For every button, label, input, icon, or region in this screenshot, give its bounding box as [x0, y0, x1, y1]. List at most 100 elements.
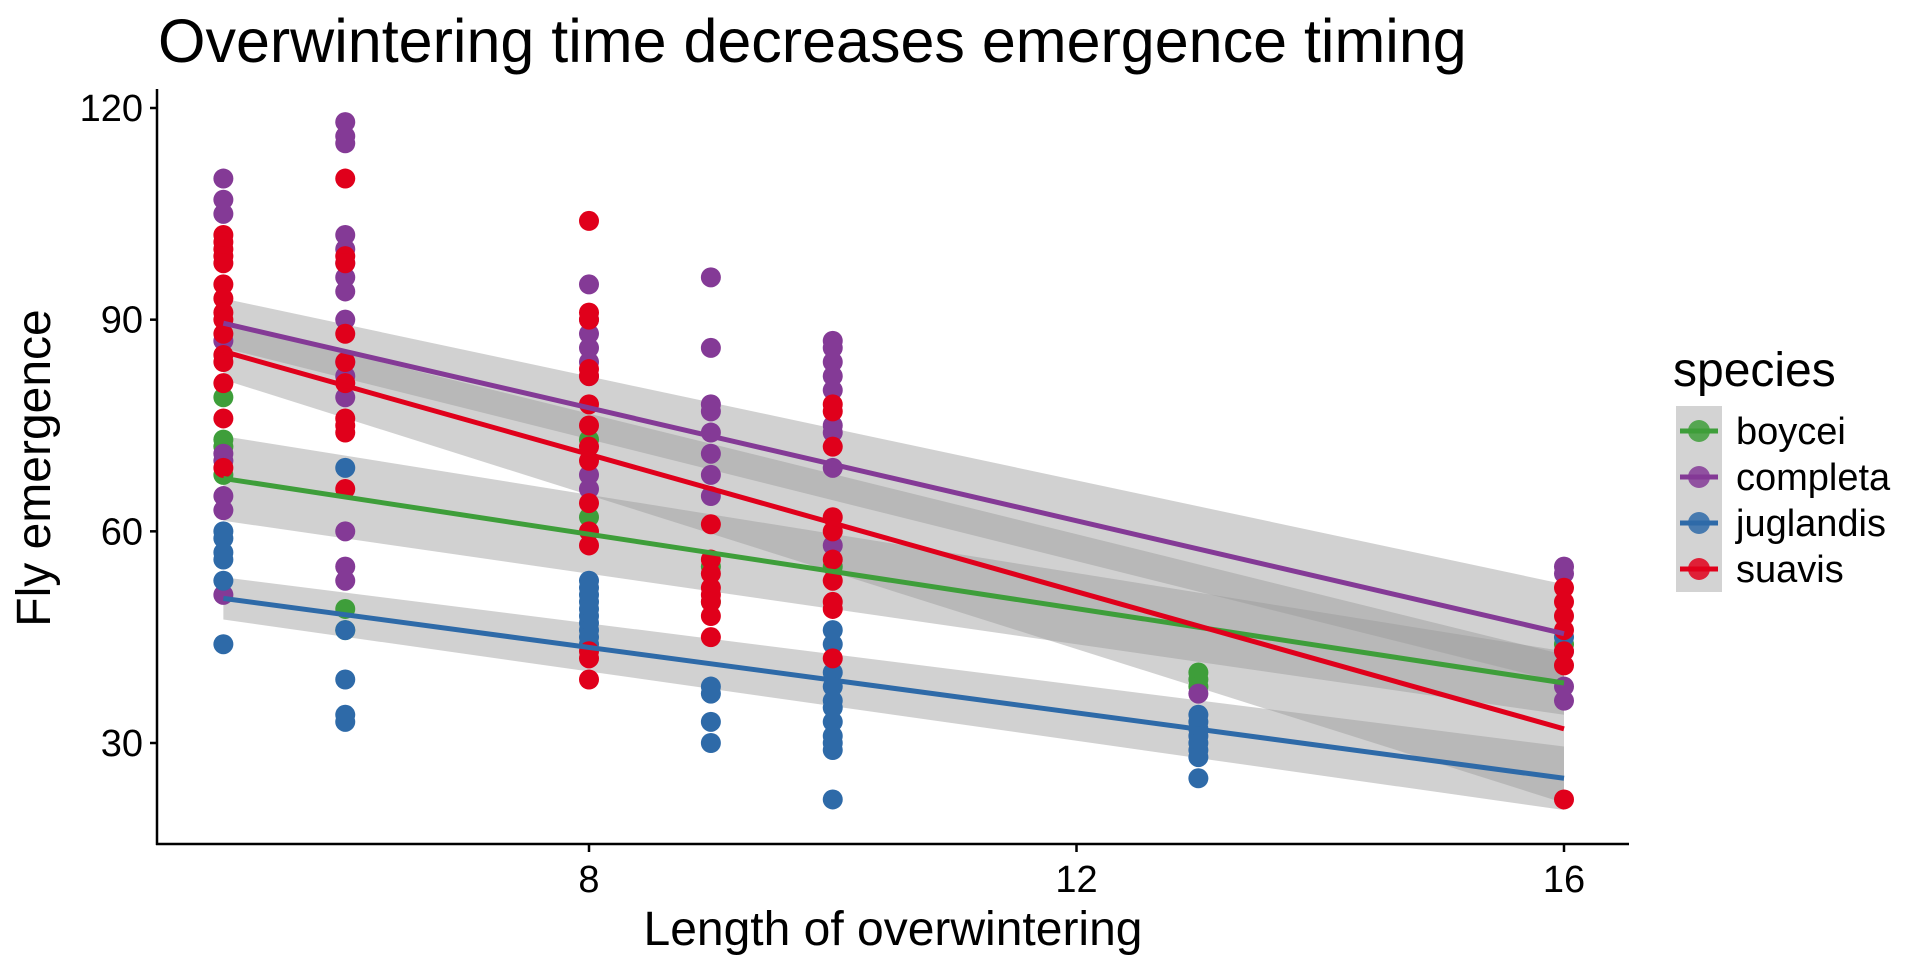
legend-item-boycei: boycei [1680, 411, 1846, 453]
point-suavis [335, 422, 356, 443]
point-suavis [579, 493, 599, 514]
point-completa [335, 133, 356, 154]
point-suavis [822, 570, 843, 591]
ribbon-boycei [223, 436, 1564, 715]
point-suavis [700, 627, 721, 648]
point-completa [700, 464, 721, 485]
legend-point-swatch [1688, 512, 1710, 534]
point-suavis [213, 457, 234, 478]
point-suavis [822, 549, 843, 570]
point-completa [700, 401, 721, 422]
point-juglandis [1188, 747, 1209, 768]
point-completa [579, 323, 599, 344]
legend-item-completa: completa [1680, 457, 1891, 499]
point-suavis [579, 366, 599, 387]
point-completa [335, 267, 356, 288]
point-suavis [579, 309, 599, 330]
confidence-ribbons [223, 298, 1564, 811]
point-completa [579, 274, 599, 295]
y-tick-label: 120 [80, 88, 143, 130]
point-suavis [1554, 620, 1574, 641]
point-suavis [335, 352, 356, 372]
point-juglandis [1188, 768, 1209, 789]
point-completa [1554, 690, 1574, 711]
point-suavis [579, 415, 599, 436]
point-suavis [700, 514, 721, 535]
point-juglandis [213, 634, 234, 655]
point-completa [822, 366, 843, 387]
point-juglandis [700, 733, 721, 753]
point-suavis [700, 591, 721, 612]
point-boycei [213, 387, 234, 408]
point-suavis [1554, 655, 1574, 676]
point-suavis [213, 253, 234, 274]
y-tick-label: 30 [101, 723, 143, 765]
fit-line-completa [222, 320, 1565, 637]
point-juglandis [822, 789, 843, 810]
regression-lines [222, 320, 1565, 781]
point-suavis [579, 210, 599, 231]
point-completa [700, 267, 721, 288]
point-completa [213, 500, 234, 521]
point-completa [822, 352, 843, 372]
point-completa [213, 203, 234, 224]
point-juglandis [213, 528, 234, 549]
point-completa [822, 422, 843, 443]
point-boycei [579, 507, 599, 528]
point-juglandis [822, 711, 843, 732]
point-suavis [822, 436, 843, 457]
point-juglandis [822, 697, 843, 718]
point-completa [579, 337, 599, 358]
point-suavis [213, 352, 234, 372]
point-completa [335, 521, 356, 542]
point-completa [822, 337, 843, 358]
point-suavis [1554, 606, 1574, 626]
point-completa [213, 189, 234, 210]
x-tick-label: 8 [578, 859, 599, 901]
point-completa [335, 281, 356, 302]
legend-point-swatch [1688, 466, 1710, 488]
x-tick-label: 12 [1055, 859, 1097, 901]
legend-label: juglandis [1735, 503, 1886, 545]
point-suavis [335, 323, 356, 344]
point-completa [335, 556, 356, 577]
point-suavis [700, 563, 721, 584]
point-suavis [335, 253, 356, 274]
point-completa [335, 112, 356, 133]
ribbon-suavis [223, 323, 1564, 803]
point-suavis [579, 648, 599, 669]
point-completa [213, 168, 234, 189]
y-axis-ticks: 30 60 90 120 [80, 88, 157, 765]
point-juglandis [335, 711, 356, 732]
point-completa [335, 225, 356, 245]
point-suavis [1554, 577, 1574, 598]
chart-title: Overwintering time decreases emergence t… [158, 7, 1467, 75]
point-suavis [213, 408, 234, 429]
point-suavis [822, 598, 843, 619]
point-completa [822, 380, 843, 401]
point-completa [579, 464, 599, 485]
legend-label: suavis [1736, 549, 1844, 591]
point-completa [1188, 683, 1209, 704]
point-suavis [1554, 789, 1574, 810]
point-completa [1554, 563, 1574, 584]
point-juglandis [700, 683, 721, 704]
point-completa [700, 337, 721, 358]
legend-point-swatch [1688, 558, 1710, 580]
point-completa [335, 570, 356, 591]
legend-item-juglandis: juglandis [1680, 503, 1886, 545]
point-juglandis [213, 549, 234, 570]
point-suavis [1554, 641, 1574, 662]
point-completa [213, 486, 234, 507]
point-juglandis [822, 634, 843, 655]
point-juglandis [822, 620, 843, 641]
y-tick-label: 90 [101, 300, 143, 342]
point-juglandis [335, 457, 356, 478]
x-axis-title: Length of overwintering [644, 903, 1143, 956]
point-suavis [579, 535, 599, 556]
point-juglandis [335, 669, 356, 690]
point-juglandis [213, 570, 234, 591]
point-completa [579, 479, 599, 499]
